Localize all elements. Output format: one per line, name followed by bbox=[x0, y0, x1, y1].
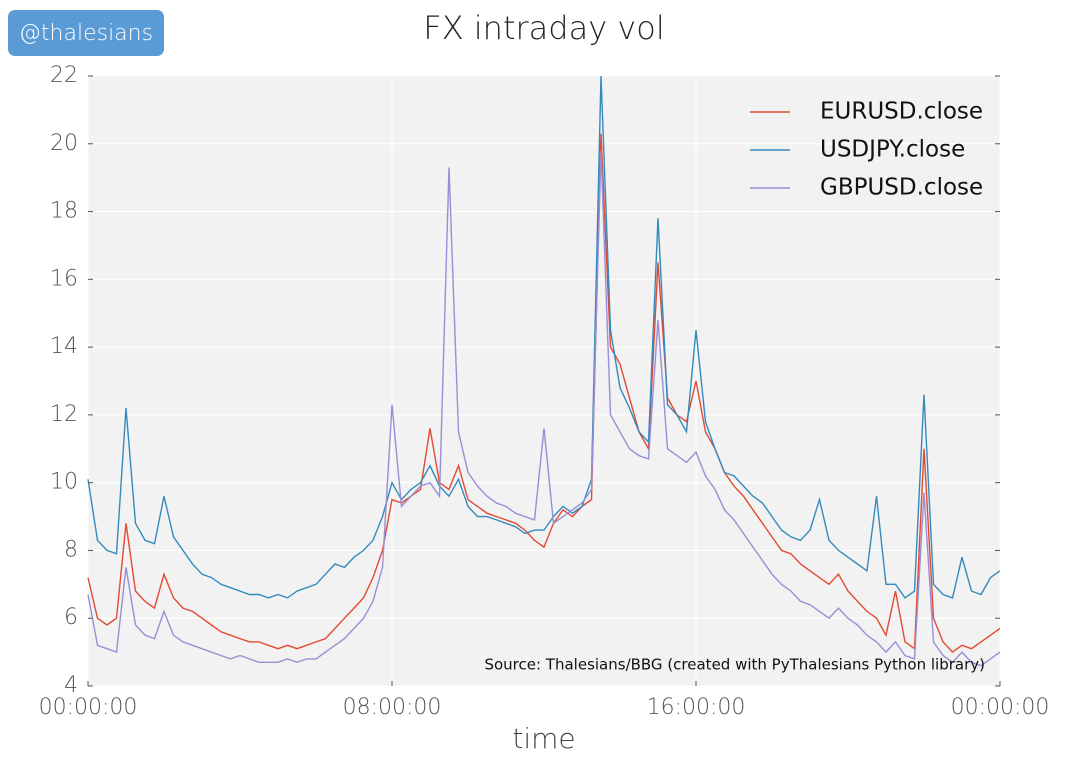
x-axis-label: time bbox=[512, 722, 575, 755]
watermark-badge bbox=[8, 10, 164, 56]
y-tick-label: 20 bbox=[50, 131, 78, 156]
plot-area bbox=[88, 76, 1000, 686]
y-tick-label: 8 bbox=[64, 537, 78, 562]
y-tick-label: 4 bbox=[64, 673, 78, 698]
legend-label: GBPUSD.close bbox=[820, 175, 983, 201]
x-tick-label: 08:00:00 bbox=[343, 695, 442, 720]
series-line bbox=[87, 75, 1001, 599]
y-tick-label: 14 bbox=[50, 334, 78, 359]
legend-label: EURUSD.close bbox=[820, 99, 983, 125]
x-tick-label: 00:00:00 bbox=[39, 695, 138, 720]
series-line bbox=[87, 133, 1001, 654]
y-tick-label: 18 bbox=[50, 199, 78, 224]
y-tick-label: 22 bbox=[50, 63, 78, 88]
y-tick-label: 10 bbox=[50, 470, 78, 495]
y-tick-label: 16 bbox=[50, 266, 78, 291]
watermark: @thalesians bbox=[19, 21, 153, 46]
x-tick-label: 16:00:00 bbox=[647, 695, 746, 720]
x-tick-label: 00:00:00 bbox=[951, 695, 1050, 720]
chart-title: FX intraday vol bbox=[423, 9, 664, 47]
y-tick-label: 6 bbox=[64, 605, 78, 630]
annotation: Source: Thalesians/BBG (created with PyT… bbox=[484, 656, 985, 674]
series-line bbox=[87, 150, 1001, 667]
legend-label: USDJPY.close bbox=[820, 137, 965, 163]
y-tick-label: 12 bbox=[50, 402, 78, 427]
